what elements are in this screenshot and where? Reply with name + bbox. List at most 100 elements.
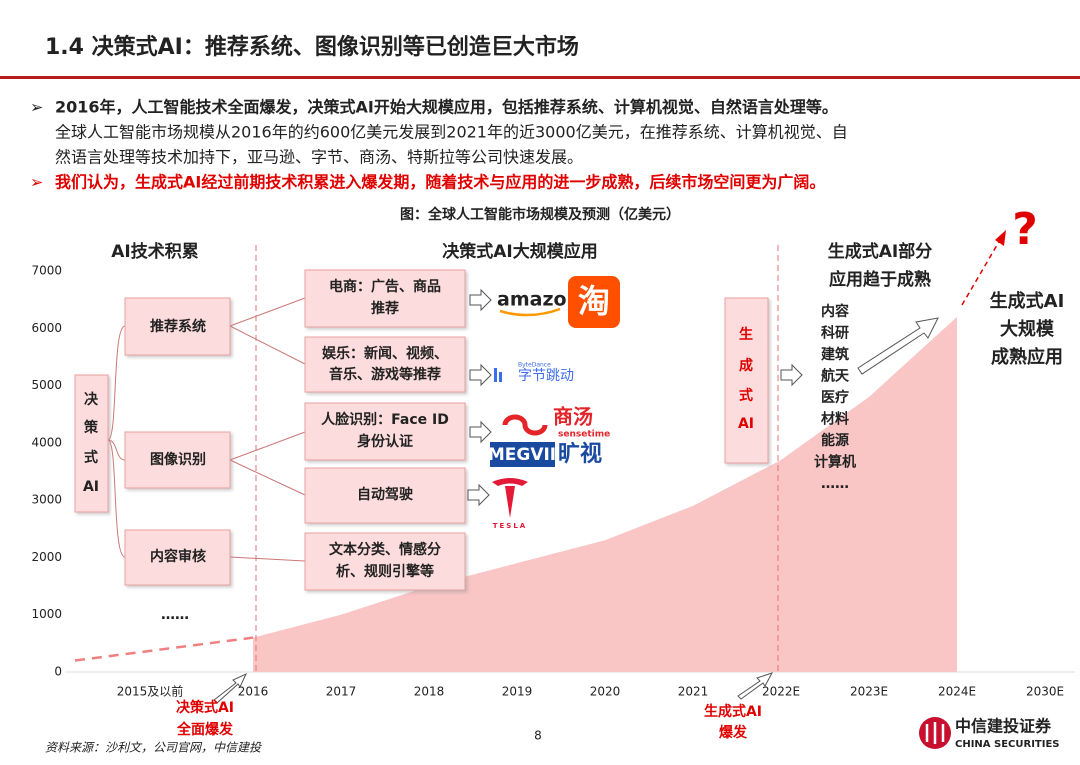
logo-text: ByteDance [518, 362, 551, 369]
x-tick-label: 2017 [326, 685, 357, 699]
root-box [74, 374, 109, 513]
app-label: 音乐、游戏等推荐 [329, 366, 441, 383]
arrow [467, 484, 490, 506]
x-tick-label: 2023E [850, 685, 888, 699]
phase: 生成式AI部分 [828, 241, 932, 262]
root-label: 决 [84, 391, 99, 408]
bullet-icon: ➢ [30, 98, 43, 117]
arrow [469, 364, 492, 386]
lead-line [74, 636, 254, 662]
field-label: 医疗 [821, 389, 849, 406]
field-label: 建筑 [821, 346, 849, 363]
field-label: 材料 [821, 411, 849, 428]
future-label: 生成式AI [990, 290, 1065, 312]
app-box [304, 269, 466, 328]
page-number: 8 [534, 729, 542, 743]
arrow [780, 364, 803, 386]
arrow [469, 289, 492, 311]
phase: AI技术积累 [111, 241, 198, 262]
phase: 应用趋于成熟 [829, 269, 931, 290]
callout-arrow [213, 672, 248, 704]
milestone: 生成式AI [704, 703, 762, 720]
milestone: 决策式AI [176, 699, 234, 716]
callout-arrow [737, 672, 774, 700]
y-tick-label: 2000 [31, 550, 62, 564]
x-tick-label: 2015及以前 [117, 684, 184, 699]
branch-label: 内容审核 [150, 548, 206, 565]
root-label: 策 [83, 419, 99, 436]
y-tick-label: 7000 [31, 264, 62, 278]
company-logo [925, 722, 945, 744]
logo-mark [502, 414, 548, 436]
bullet-text: 全球人工智能市场规模从2016年的约600亿美元发展到2021年的近3000亿美… [55, 123, 848, 142]
app-label: 文本分类、情感分 [329, 541, 441, 558]
connector [107, 297, 306, 562]
x-tick-label: 2022E [762, 685, 800, 699]
logo-mark [499, 372, 502, 382]
gen-label: 式 [739, 387, 753, 404]
gen-label: 生 [739, 326, 753, 343]
x-tick-label: 2019 [502, 685, 533, 699]
app-label: 自动驾驶 [357, 486, 413, 503]
logo-text: amazon [497, 289, 580, 311]
diagram: AI技术积累 决策式AI大规模应用 生成式AI部分 应用趋于成熟 决 策 式 A… [74, 204, 1065, 741]
logo-text: 商汤 [553, 405, 593, 429]
app-box [304, 402, 466, 461]
x-tick-label: 2030E [1026, 685, 1064, 699]
logo-mark [494, 368, 497, 382]
logo-text: 旷视 [558, 441, 602, 467]
y-tick-label: 5000 [31, 378, 62, 392]
future-arrow [995, 230, 1006, 246]
app-label: 电商：广告、商品 [329, 278, 441, 295]
y-tick-label: 3000 [31, 493, 62, 507]
company-name-en: CHINA SECURITIES [955, 739, 1060, 750]
branch-box [124, 529, 231, 586]
y-tick-label: 1000 [31, 607, 62, 621]
milestone: 全面爆发 [176, 721, 234, 738]
logo-text: 淘 [578, 282, 610, 320]
branch-box [124, 431, 231, 489]
field-label: 内容 [821, 303, 849, 320]
gen-label: 成 [739, 357, 753, 374]
app-label: 推荐 [371, 300, 399, 317]
x-tick-label: 2018 [414, 685, 445, 699]
branch-label: 推荐系统 [150, 318, 206, 335]
question-mark: ? [1012, 204, 1038, 255]
logo-swoosh [499, 307, 561, 317]
logo-text: TESLA [493, 522, 527, 530]
field-label: 航天 [821, 368, 850, 385]
app-box [304, 336, 466, 393]
future-label: 成熟应用 [991, 346, 1063, 368]
root-label: 式 [84, 449, 98, 466]
bullet-text: 然语言处理等技术加持下，亚马逊、字节、商汤、特斯拉等公司快速发展。 [55, 148, 583, 167]
y-tick-label: 4000 [31, 435, 62, 449]
chart: 0 1000 2000 3000 4000 5000 6000 7000 2015及以前 2016… [31, 264, 1075, 699]
gen-label: AI [738, 416, 754, 432]
branch-label: 图像识别 [150, 451, 206, 468]
y-tick-label: 6000 [31, 321, 62, 335]
logo-tile [568, 276, 620, 328]
logo-mark [492, 478, 528, 518]
phase: 决策式AI大规模应用 [442, 241, 597, 262]
x-tick-label: 2020 [590, 685, 621, 699]
bullet-lead: 我们认为，生成式AI经过前期技术积累进入爆发期，随着技术与应用的进一步成熟，后续… [55, 173, 825, 192]
x-tick-label: 2024E [938, 685, 976, 699]
chart-title: 图：全球人工智能市场规模及预测（亿美元） [400, 206, 680, 223]
app-label: 身份认证 [357, 433, 413, 450]
logo-tile [490, 442, 555, 467]
app-label: 人脸识别：Face ID [321, 411, 449, 428]
field-label: 科研 [821, 325, 849, 342]
bullet-lead: 2016年，人工智能技术全面爆发，决策式AI开始大规模应用，包括推荐系统、计算机… [55, 98, 838, 117]
area [253, 316, 957, 672]
y-tick-label: 0 [54, 665, 62, 679]
field-label: 能源 [821, 432, 849, 449]
future-arrow [961, 239, 1001, 306]
app-box [304, 467, 466, 524]
branch-box [124, 297, 231, 356]
source: 资料来源：沙利文，公司官网，中信建投 [45, 741, 262, 755]
field-label: 计算机 [814, 454, 856, 471]
root-label: AI [83, 479, 99, 495]
bullet-icon: ➢ [30, 173, 43, 192]
title-rule [0, 76, 1080, 79]
